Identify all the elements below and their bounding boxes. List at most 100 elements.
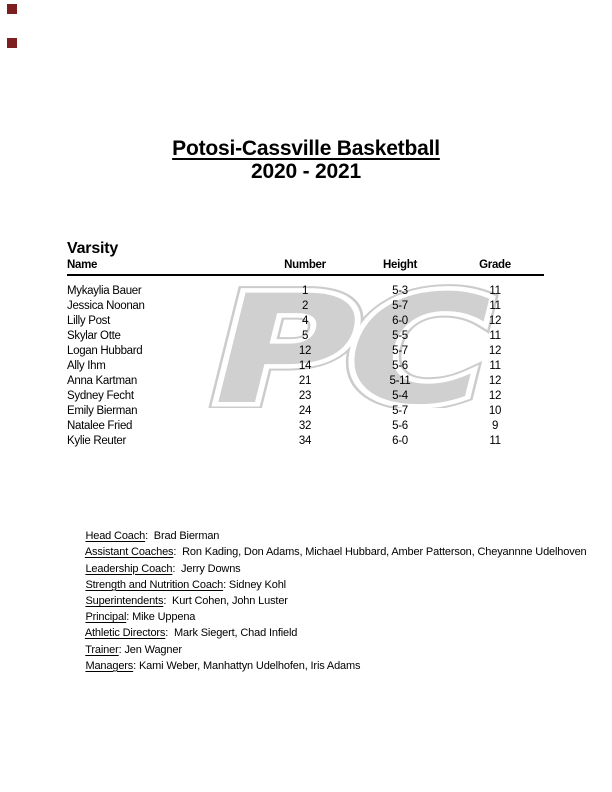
list-item: Trainer: Jen Wagner (68, 625, 588, 656)
player-name: Kylie Reuter (67, 435, 127, 447)
player-grade: 10 (488, 405, 502, 417)
watermark-rim: PC (191, 281, 500, 408)
player-number: 1 (301, 285, 309, 297)
player-height: 5-4 (392, 390, 408, 402)
staff-names: Mike Uppena (129, 611, 196, 624)
player-name: Jessica Noonan (67, 300, 145, 312)
player-height: 5-7 (392, 345, 408, 357)
player-height: 5-5 (392, 330, 408, 342)
staff-role-label: Managers (85, 659, 134, 672)
player-name: Mykaylia Bauer (67, 285, 142, 297)
player-name: Lilly Post (67, 315, 111, 327)
player-height: 5-6 (392, 420, 408, 432)
annotation-square-icon (7, 4, 17, 14)
list-item: Head Coach: Brad Bierman (68, 512, 588, 542)
player-number: 32 (298, 420, 312, 432)
player-grade: 12 (488, 345, 502, 357)
player-name: Logan Hubbard (67, 345, 143, 357)
list-item: Strength and Nutrition Coach: Sidney Koh… (68, 561, 588, 591)
column-header-height: Height (383, 259, 417, 271)
table-row: Jessica Noonan 2 5-7 11 (67, 299, 544, 314)
table-row: Skylar Otte 5 5-5 11 (67, 329, 544, 344)
staff-separator: : (165, 627, 169, 640)
player-grade: 11 (489, 330, 501, 342)
player-name: Natalee Fried (67, 420, 133, 432)
player-number: 12 (298, 345, 312, 357)
player-name: Sydney Fecht (67, 390, 134, 402)
staff-separator: : (163, 594, 167, 607)
staff-separator: : (126, 611, 130, 624)
list-item: Leadership Coach: Jerry Downs (68, 544, 588, 575)
player-height: 5-7 (392, 300, 408, 312)
column-header-name: Name (67, 259, 98, 271)
player-height: 5-6 (392, 360, 408, 372)
player-grade: 12 (488, 315, 502, 327)
staff-names: Mark Siegert, Chad Infield (168, 627, 298, 640)
column-header-grade: Grade (479, 259, 511, 271)
player-name: Anna Kartman (67, 375, 137, 387)
annotation-square-icon (7, 38, 17, 48)
staff-separator: : (173, 546, 177, 559)
staff-role-label: Athletic Directors (84, 627, 166, 640)
player-number: 34 (298, 435, 312, 447)
player-number: 21 (298, 375, 312, 387)
staff-separator: : (172, 562, 176, 575)
table-row: Sydney Fecht 23 5-4 12 (67, 389, 544, 404)
staff-separator: : (223, 578, 227, 591)
pc-logo-watermark: PC PC PC (184, 281, 502, 408)
column-header-number: Number (284, 259, 326, 271)
staff-names: Jen Wagner (121, 643, 182, 656)
staff-role-label: Superintendents (85, 594, 164, 607)
staff-role-label: Trainer (85, 643, 119, 656)
watermark-fill: PC (191, 281, 500, 408)
player-grade: 11 (489, 360, 501, 372)
player-number: 2 (301, 300, 309, 312)
table-row: Kylie Reuter 34 6-0 11 (67, 434, 544, 449)
staff-separator: : (133, 659, 137, 672)
player-number: 14 (298, 360, 312, 372)
list-item: Superintendents: Kurt Cohen, John Luster (68, 577, 588, 607)
staff-role-label: Leadership Coach (85, 562, 173, 575)
player-height: 5-3 (392, 285, 408, 297)
player-height: 6-0 (392, 435, 408, 447)
player-number: 5 (301, 330, 309, 342)
player-grade: 11 (489, 285, 501, 297)
staff-names: Ron Kading, Don Adams, Michael Hubbard, … (176, 546, 587, 559)
staff-names: Brad Bierman (148, 530, 220, 543)
list-item: Athletic Directors: Mark Siegert, Chad I… (68, 609, 588, 639)
section-title-varsity: Varsity (67, 240, 119, 257)
header-divider-line (67, 274, 544, 276)
player-name: Emily Bierman (67, 405, 138, 417)
table-row: Logan Hubbard 12 5-7 12 (67, 344, 544, 359)
player-grade: 11 (489, 435, 501, 447)
staff-list: Head Coach: Brad Bierman Assistant Coach… (68, 512, 588, 672)
staff-role-label: Strength and Nutrition Coach (85, 578, 224, 591)
document-title-block: Potosi-Cassville Basketball 2020 - 2021 (0, 137, 612, 183)
list-item: Managers: Kami Weber, Manhattyn Udelhofe… (68, 642, 588, 672)
player-number: 23 (298, 390, 312, 402)
season-subtitle: 2020 - 2021 (251, 160, 361, 183)
player-height: 6-0 (392, 315, 408, 327)
staff-names: Kami Weber, Manhattyn Udelhofen, Iris Ad… (136, 659, 361, 672)
player-number: 4 (301, 315, 309, 327)
roster-header-row: Name Number Height Grade (67, 259, 544, 274)
staff-separator: : (118, 643, 122, 656)
player-grade: 12 (488, 390, 502, 402)
player-height: 5-7 (392, 405, 408, 417)
staff-role-label: Principal (85, 611, 127, 624)
player-number: 24 (298, 405, 312, 417)
table-row: Lilly Post 4 6-0 12 (67, 314, 544, 329)
table-row: Mykaylia Bauer 1 5-3 11 (67, 284, 544, 299)
player-grade: 11 (489, 300, 501, 312)
list-item: Principal: Mike Uppena (68, 593, 588, 623)
table-row: Anna Kartman 21 5-11 12 (67, 374, 544, 389)
staff-names: Kurt Cohen, John Luster (166, 594, 288, 607)
staff-separator: : (145, 530, 148, 543)
staff-names: Jerry Downs (175, 562, 241, 575)
staff-role-label: Head Coach (85, 530, 146, 543)
player-grade: 9 (491, 420, 499, 432)
table-row: Natalee Fried 32 5-6 9 (67, 419, 544, 434)
page-title: Potosi-Cassville Basketball (172, 137, 440, 160)
table-row: Ally Ihm 14 5-6 11 (67, 359, 544, 374)
